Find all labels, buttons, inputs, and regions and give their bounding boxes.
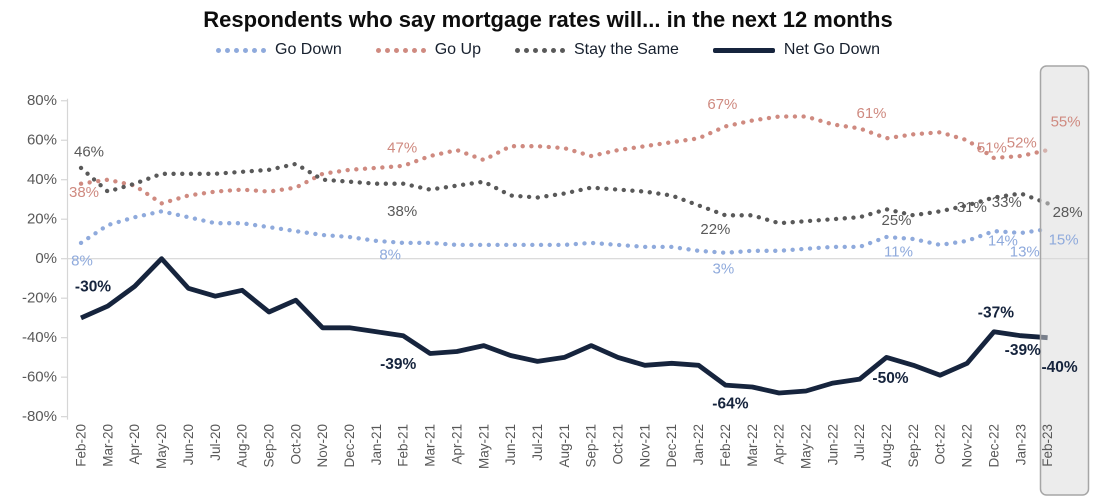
y-axis-tick-label: -80% xyxy=(22,408,57,425)
data-label-go-down-aug-22: 11% xyxy=(884,243,913,260)
legend-label: Go Up xyxy=(434,41,481,58)
x-axis-tick-label: Jul-20 xyxy=(208,424,223,461)
y-axis-tick-label: -20% xyxy=(22,290,57,307)
series-line-go-down xyxy=(78,209,1050,255)
x-axis-tick-label: Dec-21 xyxy=(664,424,679,468)
x-axis-tick-label: Mar-21 xyxy=(423,424,438,467)
data-label-net-go-down-feb-23: -40% xyxy=(1042,359,1078,376)
data-label-go-down-feb-23: 15% xyxy=(1049,232,1079,249)
x-axis-tick-label: Jan-23 xyxy=(1013,424,1028,465)
x-axis-tick-label: Jul-21 xyxy=(530,424,545,461)
data-label-go-up-dec-22: 51% xyxy=(977,140,1007,157)
legend-item-net-go-down: Net Go Down xyxy=(712,41,880,59)
data-label-stay-the-same-aug-22: 25% xyxy=(881,212,911,229)
data-label-go-down-feb-20: 8% xyxy=(71,252,93,269)
series-line-net-go-down xyxy=(80,256,1048,396)
x-axis-tick-label: Dec-22 xyxy=(986,424,1001,468)
x-axis-tick-label: May-21 xyxy=(476,424,491,469)
x-axis-tick-label: Apr-20 xyxy=(127,424,142,465)
data-label-go-up-jan-23: 52% xyxy=(1007,135,1037,152)
x-axis-tick-label: Jan-22 xyxy=(691,424,706,465)
x-axis-tick-label: Apr-22 xyxy=(772,424,787,465)
legend-item-stay-the-same: Stay the Same xyxy=(514,41,679,59)
y-axis-tick-label: -60% xyxy=(22,369,57,386)
data-label-go-up-feb-22: 67% xyxy=(707,96,737,113)
x-axis-tick-label: Oct-21 xyxy=(611,424,626,465)
series-line-stay-the-same xyxy=(78,161,1050,226)
x-axis-tick-label: Feb-21 xyxy=(396,424,411,467)
data-label-net-go-down-jan-23: -39% xyxy=(1005,342,1041,359)
data-label-net-go-down-feb-20: -30% xyxy=(75,278,111,295)
data-label-go-up-feb-21: 47% xyxy=(387,139,417,156)
data-label-stay-the-same-feb-22: 22% xyxy=(700,221,730,238)
data-label-stay-the-same-feb-23: 28% xyxy=(1053,204,1083,221)
y-axis-tick-label: 0% xyxy=(35,250,57,267)
data-label-go-up-feb-20: 38% xyxy=(69,184,99,201)
data-label-stay-the-same-dec-22: 31% xyxy=(957,199,987,216)
y-axis-tick-label: 80% xyxy=(27,92,57,109)
legend-item-go-down: Go Down xyxy=(216,41,342,59)
x-axis-tick-label: May-22 xyxy=(798,424,813,469)
y-axis-tick-label: 60% xyxy=(27,132,57,149)
x-axis-tick-label: Aug-22 xyxy=(879,424,894,468)
legend-label: Go Down xyxy=(275,41,342,58)
legend-solid-marker xyxy=(712,47,775,53)
x-axis-tick-label: Nov-22 xyxy=(960,424,975,468)
y-axis-tick-label: -40% xyxy=(22,329,57,346)
highlight-band-feb-23 xyxy=(1039,65,1090,496)
x-axis-tick-label: Feb-20 xyxy=(74,424,89,467)
x-axis-tick-label: Aug-20 xyxy=(235,424,250,468)
data-label-net-go-down-aug-22: -50% xyxy=(872,370,908,387)
data-label-net-go-down-feb-22: -64% xyxy=(712,396,748,413)
x-axis-tick-label: Oct-20 xyxy=(288,424,303,465)
x-axis-tick-label: Jul-22 xyxy=(852,424,867,461)
x-axis-tick-label: Feb-23 xyxy=(1040,424,1055,467)
x-axis-tick-label: Mar-22 xyxy=(745,424,760,467)
data-label-go-down-jan-23: 13% xyxy=(1010,244,1040,261)
x-axis-tick-label: Jun-20 xyxy=(181,424,196,465)
chart-legend: Go Down Go Up Stay the Same Net Go Down xyxy=(0,41,1096,59)
legend-label: Stay the Same xyxy=(573,41,679,58)
x-axis-tick-label: Sep-21 xyxy=(584,424,599,468)
chart-title: Respondents who say mortgage rates will.… xyxy=(203,7,893,32)
x-axis-tick-label: Apr-21 xyxy=(449,424,464,465)
x-axis-tick-label: Jan-21 xyxy=(369,424,384,465)
x-axis-tick-label: Dec-20 xyxy=(342,424,357,468)
x-axis-tick-label: Sep-20 xyxy=(261,424,276,468)
x-axis-tick-label: Jun-21 xyxy=(503,424,518,465)
x-axis-tick-label: Mar-20 xyxy=(100,424,115,467)
x-axis-tick-label: Nov-21 xyxy=(637,424,652,468)
data-label-go-down-feb-22: 3% xyxy=(713,260,735,277)
legend-label: Net Go Down xyxy=(783,41,880,58)
data-label-go-down-feb-21: 8% xyxy=(379,246,401,263)
data-label-stay-the-same-jan-23: 33% xyxy=(992,194,1022,211)
x-axis-tick-label: Sep-22 xyxy=(906,424,921,468)
x-axis-tick-label: May-20 xyxy=(154,424,169,469)
data-label-net-go-down-feb-21: -39% xyxy=(380,356,416,373)
x-axis-tick-label: Aug-21 xyxy=(557,424,572,468)
series-line-go-up xyxy=(78,114,1050,206)
data-label-go-down-dec-22: 14% xyxy=(988,233,1018,250)
x-axis-tick-label: Nov-20 xyxy=(315,424,330,468)
y-axis-tick-label: 40% xyxy=(27,171,57,188)
y-axis-tick-label: 20% xyxy=(27,211,57,228)
legend-dotted-marker xyxy=(375,47,426,53)
x-axis-tick-label: Feb-22 xyxy=(718,424,733,467)
legend-dotted-marker xyxy=(514,47,565,53)
x-axis-tick-label: Oct-22 xyxy=(933,424,948,465)
data-label-stay-the-same-feb-21: 38% xyxy=(387,203,417,220)
legend-item-go-up: Go Up xyxy=(375,41,481,59)
x-axis-tick-label: Jun-22 xyxy=(825,424,840,465)
legend-dotted-marker xyxy=(216,47,267,53)
data-label-stay-the-same-feb-20: 46% xyxy=(74,143,104,160)
data-label-go-up-aug-22: 61% xyxy=(856,105,886,122)
data-label-net-go-down-dec-22: -37% xyxy=(978,304,1014,321)
data-label-go-up-feb-23: 55% xyxy=(1051,114,1081,131)
